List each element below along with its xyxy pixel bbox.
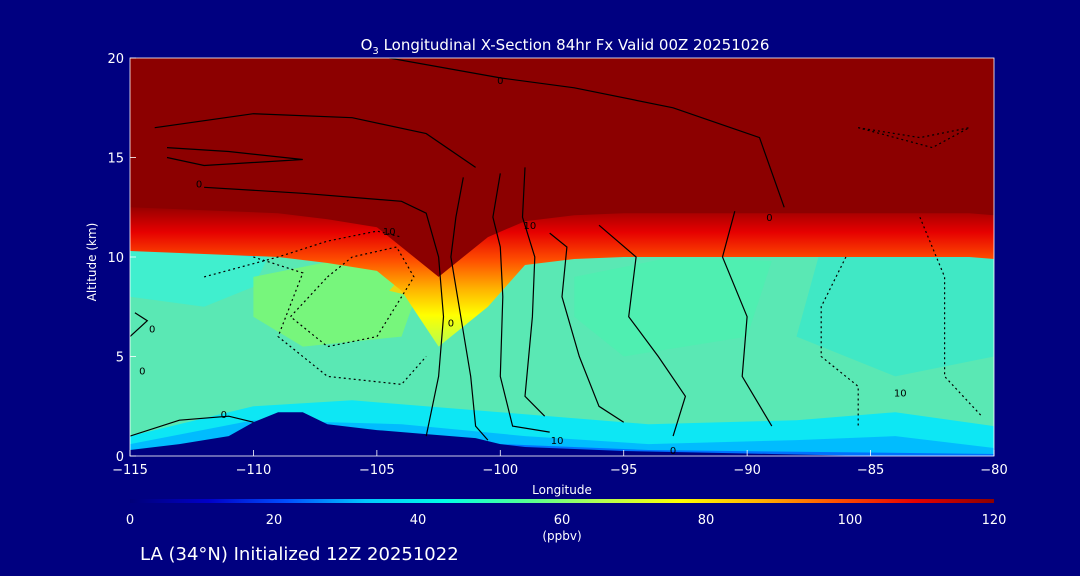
contour-label: 0 [221, 410, 227, 421]
contour-line-dashed [858, 127, 970, 149]
y-tick-label: 5 [116, 351, 124, 366]
contour-line [130, 415, 254, 437]
contour-label: 10 [383, 227, 396, 238]
contour-line [154, 113, 476, 168]
colorbar-unit: (ppbv) [542, 529, 581, 543]
tropopause-transition-band [130, 203, 994, 347]
contour-line [130, 312, 149, 338]
stratospheric-ozone-region [130, 58, 994, 277]
colorbar-tick-label: 40 [410, 513, 427, 528]
contour-label: 0 [670, 446, 676, 457]
contour-labels: 0 0 10 10 0 0 0 0 10 0 10 0 [139, 76, 907, 457]
contour-label: 0 [149, 325, 155, 336]
ozone-contour-lines [130, 58, 983, 441]
title-o: O [361, 36, 373, 54]
contour-line [598, 224, 687, 437]
contour-label: 10 [894, 388, 907, 399]
contour-label: 0 [196, 179, 202, 190]
x-tick-label: −95 [610, 463, 637, 478]
terrain-profile [130, 412, 994, 456]
y-tick-label: 0 [116, 450, 124, 465]
x-tick-label: −80 [980, 463, 1007, 478]
colorbar-gradient [130, 499, 994, 503]
y-tick-label: 15 [107, 152, 124, 167]
contour-line [492, 173, 550, 433]
contour-label: 10 [524, 221, 537, 232]
x-axis-label: Longitude [532, 483, 592, 497]
contour-line [521, 167, 546, 417]
colorbar-ticks: 0 20 40 60 80 100 120 [126, 513, 1007, 528]
colorbar-tick-label: 80 [698, 513, 715, 528]
colorbar-tick-label: 60 [554, 513, 571, 528]
contour-label: 0 [139, 366, 145, 377]
contour-label: 0 [766, 213, 772, 224]
x-tick-label: −105 [359, 463, 395, 478]
colorbar-tick-label: 0 [126, 513, 134, 528]
colorbar-tick-label: 20 [266, 513, 283, 528]
contour-line [166, 147, 303, 167]
title-rest: Longitudinal X-Section 84hr Fx Valid 00Z… [379, 36, 770, 54]
colorbar-tick-label: 100 [838, 513, 863, 528]
x-tick-label: −110 [236, 463, 272, 478]
x-tick-label: −100 [482, 463, 518, 478]
colorbar: 0 20 40 60 80 100 120 (ppbv) [126, 499, 1007, 543]
plot-area: 0 0 10 10 0 0 0 0 10 0 10 0 [130, 58, 994, 457]
contour-label: 10 [551, 436, 564, 447]
x-tick-label: −90 [733, 463, 760, 478]
contour-line-dashed [253, 256, 427, 386]
field-patch [796, 237, 994, 377]
contour-label: 0 [497, 76, 503, 87]
contour-line [204, 186, 445, 437]
contour-line-dashed [820, 256, 859, 427]
y-tick-label: 20 [107, 52, 124, 67]
y-axis: 0 5 10 15 20 [107, 52, 136, 465]
contour-line [549, 232, 625, 423]
chart-title: O3 Longitudinal X-Section 84hr Fx Valid … [361, 36, 770, 57]
contour-label: 0 [448, 319, 454, 330]
field-patch [574, 257, 772, 357]
contour-line-dashed [289, 246, 415, 348]
contour-line [450, 177, 489, 441]
y-axis-label: Altitude (km) [85, 223, 99, 302]
x-tick-label: −85 [857, 463, 884, 478]
field-patch [253, 257, 427, 347]
x-tick-label: −115 [112, 463, 148, 478]
x-axis: −115 −110 −105 −100 −95 −90 −85 −80 [112, 450, 1008, 478]
title-subscript: 3 [372, 46, 378, 57]
colorbar-tick-label: 120 [982, 513, 1007, 528]
contour-line-dashed [203, 230, 402, 278]
contour-line [389, 58, 785, 208]
y-tick-label: 10 [107, 251, 124, 266]
footer-location-text: LA (34°N) Initialized 12Z 20251022 [140, 544, 459, 565]
contour-line-dashed [919, 216, 983, 417]
contour-line [721, 211, 773, 427]
